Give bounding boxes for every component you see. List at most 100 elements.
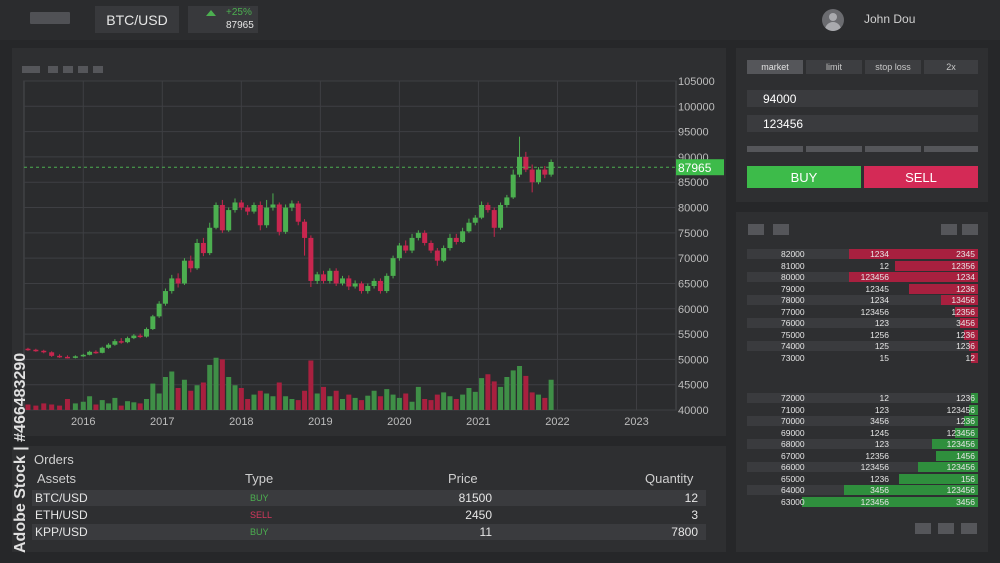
price-chart[interactable]: 1050001000009500090000850008000075000700…: [12, 48, 726, 436]
book-qty: 3456: [870, 485, 889, 495]
tab-stop-loss[interactable]: stop loss: [865, 60, 921, 74]
order-row[interactable]: KPP/USD BUY 11 7800: [32, 524, 706, 540]
bid-row[interactable]: 66000 123456 123456: [747, 462, 978, 473]
volume-bar: [529, 392, 535, 410]
depth-bar: [968, 341, 978, 352]
book-total: 123456: [946, 439, 975, 449]
x-tick-label: 2021: [466, 416, 490, 428]
volume-bar: [365, 395, 371, 410]
y-tick-label: 85000: [678, 177, 709, 189]
x-tick-label: 2023: [624, 416, 648, 428]
book-filter-button[interactable]: [962, 224, 978, 235]
candle: [447, 237, 453, 249]
tab-limit[interactable]: limit: [806, 60, 862, 74]
y-tick-label: 100000: [678, 101, 715, 113]
ask-row[interactable]: 80000 123456 1234: [747, 272, 978, 283]
candle: [276, 204, 282, 232]
volume-bar: [453, 399, 459, 410]
chart-tool-button[interactable]: [63, 66, 73, 73]
depth-bar: [931, 439, 978, 450]
depth-bar: [941, 295, 978, 306]
bid-row[interactable]: 72000 12 1236: [747, 393, 978, 404]
candle: [321, 274, 327, 281]
order-asset: ETH/USD: [35, 508, 88, 522]
chart-tool-button[interactable]: [22, 66, 40, 73]
buy-button[interactable]: BUY: [747, 166, 861, 188]
order-row[interactable]: ETH/USD SELL 2450 3: [32, 507, 706, 523]
bid-row[interactable]: 65000 1236 156: [747, 473, 978, 484]
ask-row[interactable]: 78000 1234 13456: [747, 295, 978, 306]
book-page-button[interactable]: [938, 523, 954, 534]
tab-market[interactable]: market: [747, 60, 803, 74]
ask-row[interactable]: 76000 123 3456: [747, 318, 978, 329]
ask-row[interactable]: 74000 125 1236: [747, 341, 978, 352]
ask-row[interactable]: 75000 1256 1236: [747, 329, 978, 340]
pair-label: BTC/USD: [106, 11, 168, 28]
volume-bar: [358, 400, 364, 410]
volume-bar: [64, 399, 70, 410]
bid-row[interactable]: 63000 123456 3456: [747, 496, 978, 507]
candle: [485, 205, 491, 211]
bid-row[interactable]: 70000 3456 1236: [747, 416, 978, 427]
volume-bar: [118, 405, 124, 410]
book-qty: 123: [874, 404, 889, 415]
tab-2x[interactable]: 2x: [924, 60, 978, 74]
ask-row[interactable]: 77000 123456 12356: [747, 306, 978, 317]
ask-row[interactable]: 73000 15 12: [747, 352, 978, 363]
book-price: 79000: [781, 283, 805, 294]
book-price: 70000: [781, 416, 805, 426]
sell-button[interactable]: SELL: [864, 166, 978, 188]
amount-slider-segment[interactable]: [924, 146, 978, 152]
book-total: 123456: [946, 404, 975, 415]
volume-bar: [548, 379, 554, 410]
logo[interactable]: [30, 12, 70, 24]
book-total: 156: [960, 473, 975, 484]
book-filter-button[interactable]: [773, 224, 789, 235]
book-filter-button[interactable]: [941, 224, 957, 235]
amount-slider-segment[interactable]: [865, 146, 921, 152]
bid-row[interactable]: 68000 123 123456: [747, 439, 978, 450]
volume-bar: [270, 396, 276, 410]
depth-bar: [936, 450, 978, 461]
amount-input[interactable]: 123456: [747, 115, 978, 132]
order-row[interactable]: BTC/USD BUY 81500 12: [32, 490, 706, 506]
volume-bar: [87, 396, 93, 410]
volume-bar: [346, 394, 352, 410]
candle: [510, 174, 516, 198]
candle: [112, 341, 118, 345]
chart-tool-button[interactable]: [78, 66, 88, 73]
book-qty: 123456: [860, 306, 889, 317]
candle: [396, 245, 402, 259]
y-tick-label: 45000: [678, 380, 709, 392]
candle: [33, 349, 39, 352]
bid-row[interactable]: 71000 123 123456: [747, 404, 978, 415]
price-input[interactable]: 94000: [747, 90, 978, 107]
book-page-button[interactable]: [915, 523, 931, 534]
candle: [460, 231, 466, 242]
volume-bar: [112, 397, 118, 410]
pair-selector[interactable]: BTC/USD: [95, 6, 179, 33]
ask-row[interactable]: 79000 12345 1236: [747, 283, 978, 294]
book-filter-button[interactable]: [748, 224, 764, 235]
bid-row[interactable]: 64000 3456 123456: [747, 485, 978, 496]
volume-bar: [517, 366, 523, 410]
volume-bar: [390, 394, 396, 410]
amount-slider-segment[interactable]: [747, 146, 803, 152]
bid-row[interactable]: 69000 1245 123456: [747, 427, 978, 438]
chart-tool-button[interactable]: [48, 66, 58, 73]
depth-bar: [848, 249, 978, 260]
volume-bar: [251, 394, 257, 410]
amount-slider-segment[interactable]: [806, 146, 862, 152]
ask-row[interactable]: 81000 12 12356: [747, 260, 978, 271]
bid-row[interactable]: 67000 12356 1456: [747, 450, 978, 461]
ask-row[interactable]: 82000 1234 2345: [747, 249, 978, 260]
book-price: 80000: [781, 272, 805, 282]
ticker-change: +25%: [226, 7, 252, 18]
chart-tool-button[interactable]: [93, 66, 103, 73]
book-page-button[interactable]: [961, 523, 977, 534]
volume-bar: [238, 388, 244, 410]
volume-bar: [327, 396, 333, 410]
book-price: 65000: [781, 473, 805, 484]
user-avatar-icon[interactable]: [822, 9, 844, 31]
user-name[interactable]: John Dou: [864, 12, 916, 26]
